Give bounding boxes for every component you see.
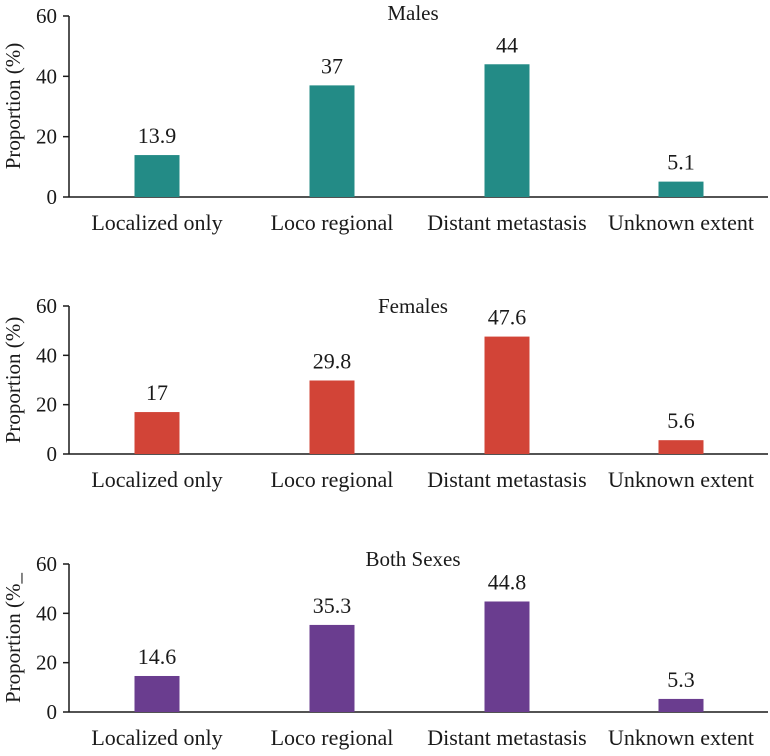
value-label: 5.6 [667,408,695,433]
x-tick-label: Unknown extent [608,210,754,235]
y-tick-label: 0 [47,442,58,466]
value-label: 29.8 [313,348,352,373]
x-tick-label: Distant metastasis [427,210,586,235]
chart-panel-1: 0 20 40 60 Proportion (%) Males 13.9 Localized … [1,1,768,235]
value-label: 47.6 [488,305,527,330]
bar-unknown-extent [658,440,704,454]
y-tick-label: 40 [36,64,57,88]
y-tick-label: 60 [36,4,57,28]
y-axis-label: Proportion (%_ [1,572,25,703]
x-tick-label: Unknown extent [608,725,754,750]
y-axis-label: Proportion (%) [1,43,25,170]
y-tick-label: 0 [47,185,58,209]
panel-title: Both Sexes [365,547,460,571]
y-tick-label: 40 [36,601,57,625]
value-label: 5.1 [667,150,695,175]
y-tick-label: 20 [36,651,57,675]
bar-loco-regional [309,380,355,454]
bar-unknown-extent [658,181,704,197]
value-label: 37 [321,53,343,78]
panel-title: Females [378,294,448,318]
y-tick-label: 20 [36,393,57,417]
x-tick-label: Unknown extent [608,467,754,492]
bar-loco-regional [309,624,355,712]
y-tick-label: 60 [36,552,57,576]
value-label: 5.3 [667,667,695,692]
y-tick-label: 20 [36,125,57,149]
bar-loco-regional [309,85,355,197]
value-label: 44.8 [488,569,527,594]
value-label: 44 [496,32,518,57]
value-label: 13.9 [138,123,177,148]
chart-panel-3: 0 20 40 60 Proportion (%_ Both Sexes 14.6 Local… [1,547,768,750]
y-tick-label: 0 [47,700,58,724]
value-label: 35.3 [313,593,352,618]
bar-distant-metastasis [484,336,530,454]
bar-localized-only [134,675,180,712]
value-label: 17 [146,380,168,405]
x-tick-label: Distant metastasis [427,725,586,750]
x-tick-label: Loco regional [271,467,394,492]
bar-distant-metastasis [484,64,530,198]
bar-unknown-extent [658,698,704,712]
y-tick-label: 60 [36,294,57,318]
bar-localized-only [134,412,180,454]
y-tick-label: 40 [36,343,57,367]
panel-title: Males [387,1,438,25]
y-axis-label: Proportion (%) [1,317,25,444]
x-tick-label: Loco regional [271,210,394,235]
value-label: 14.6 [138,644,177,669]
x-tick-label: Distant metastasis [427,467,586,492]
bar-localized-only [134,155,180,197]
chart-panel-2: 0 20 40 60 Proportion (%) Females 17 Localized … [1,294,768,492]
bar-distant-metastasis [484,601,530,712]
x-tick-label: Localized only [91,210,222,235]
x-tick-label: Loco regional [271,725,394,750]
x-tick-label: Localized only [91,467,222,492]
x-tick-label: Localized only [91,725,222,750]
